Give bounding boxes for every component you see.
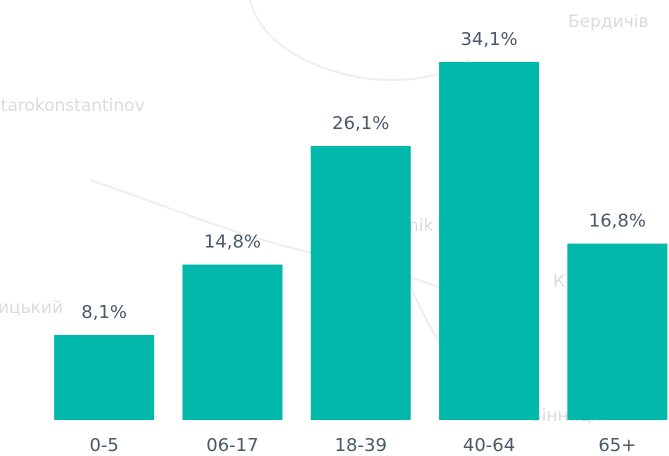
data-label: 14,8% xyxy=(204,232,261,253)
map-label: Starokonstantinov xyxy=(0,96,145,116)
x-tick-label: 06-17 xyxy=(206,435,258,456)
x-tick-label: 40-64 xyxy=(463,435,515,456)
bar xyxy=(310,145,411,420)
data-label: 34,1% xyxy=(460,29,517,50)
map-road xyxy=(89,179,471,301)
map-road xyxy=(249,0,471,81)
map-label: Бердичів xyxy=(568,12,649,32)
x-tick-label: 0-5 xyxy=(89,435,118,456)
data-label: 16,8% xyxy=(589,211,646,232)
data-label: 26,1% xyxy=(332,113,389,134)
bar xyxy=(567,243,668,420)
map-label: ицький xyxy=(0,298,63,318)
bar xyxy=(182,264,283,420)
bar xyxy=(54,334,155,420)
map-label: К xyxy=(553,272,565,292)
x-tick-label: 65+ xyxy=(598,435,636,456)
bar xyxy=(439,61,540,420)
x-tick-label: 18-39 xyxy=(335,435,387,456)
map-label: nik xyxy=(408,216,433,236)
data-label: 8,1% xyxy=(81,302,127,323)
map-background: Бердичів Starokonstantinov ицький nik К … xyxy=(0,0,649,426)
